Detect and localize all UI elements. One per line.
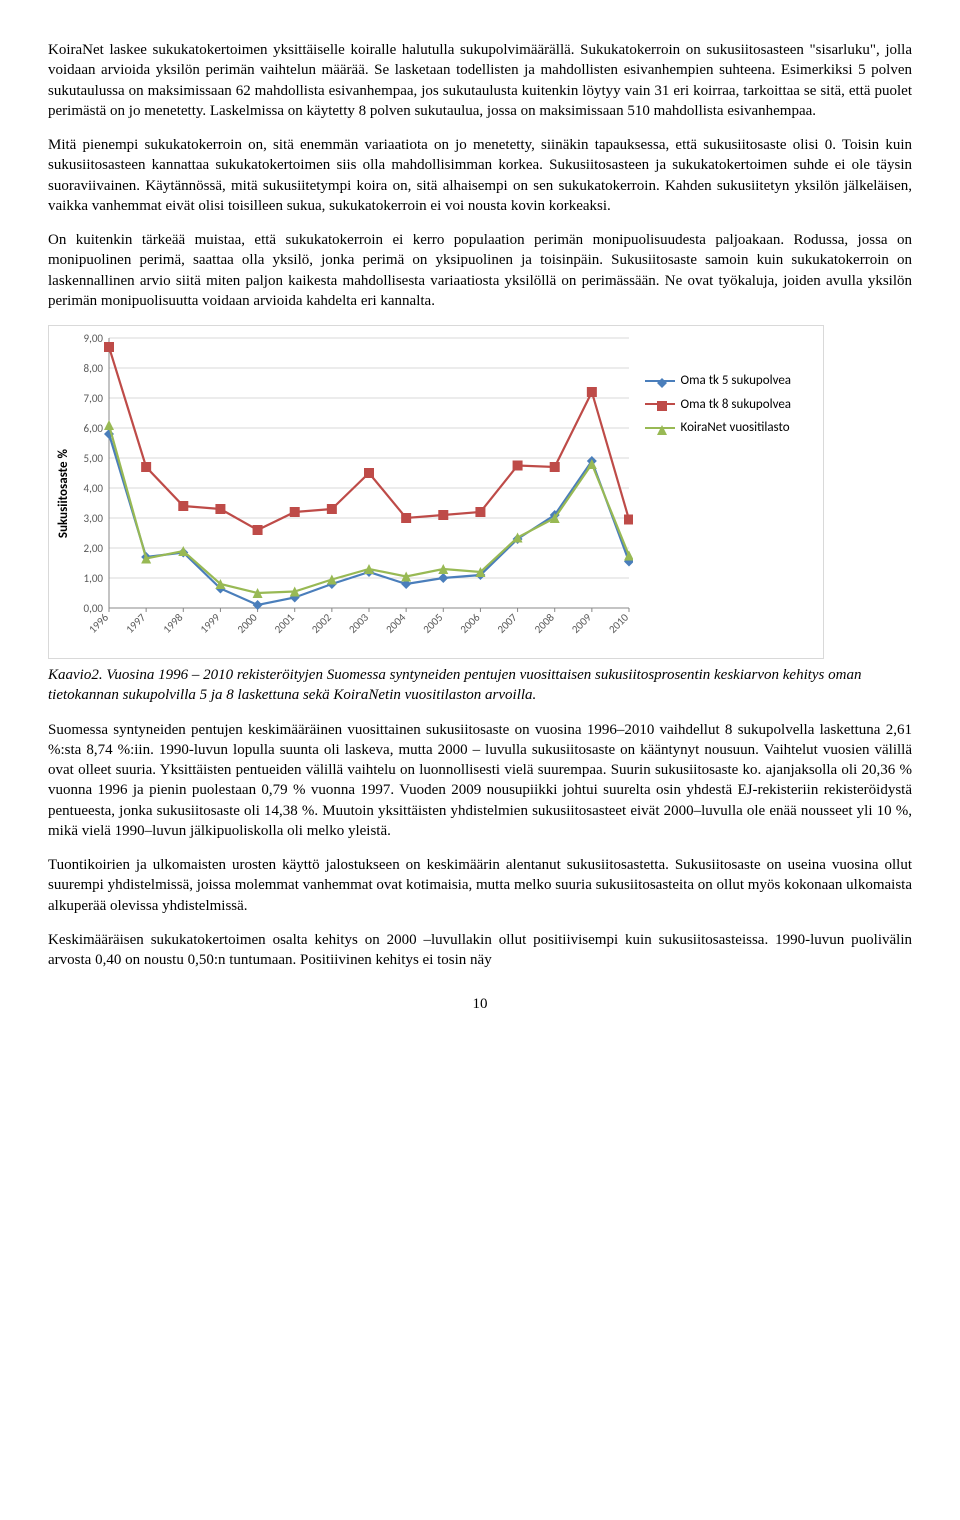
legend-label: KoiraNet vuositilasto [681, 419, 790, 437]
svg-text:6,00: 6,00 [83, 422, 103, 435]
svg-text:2003: 2003 [346, 611, 371, 636]
body-paragraph: Tuontikoirien ja ulkomaisten urosten käy… [48, 855, 912, 916]
svg-text:2000: 2000 [234, 611, 259, 636]
svg-text:7,00: 7,00 [83, 392, 103, 405]
svg-text:2001: 2001 [271, 611, 296, 636]
svg-text:2002: 2002 [309, 611, 334, 636]
chart-container: Sukusiitosaste % 0,001,002,003,004,005,0… [48, 325, 824, 659]
body-paragraph: Keskimääräisen sukukatokertoimen osalta … [48, 930, 912, 971]
svg-text:9,00: 9,00 [83, 332, 103, 345]
svg-text:1999: 1999 [197, 611, 222, 636]
svg-text:1,00: 1,00 [83, 572, 103, 585]
svg-text:2007: 2007 [494, 611, 519, 636]
body-paragraph: KoiraNet laskee sukukatokertoimen yksitt… [48, 40, 912, 121]
svg-text:2006: 2006 [457, 611, 482, 636]
svg-text:2,00: 2,00 [83, 542, 103, 555]
svg-text:2005: 2005 [420, 611, 445, 636]
body-paragraph: Mitä pienempi sukukatokerroin on, sitä e… [48, 135, 912, 216]
svg-text:3,00: 3,00 [83, 512, 103, 525]
line-chart: 0,001,002,003,004,005,006,007,008,009,00… [75, 332, 633, 656]
svg-text:2004: 2004 [383, 611, 408, 636]
svg-text:2008: 2008 [531, 611, 556, 636]
legend-item: KoiraNet vuositilasto [645, 419, 792, 437]
legend-item: Oma tk 8 sukupolvea [645, 396, 792, 414]
svg-text:8,00: 8,00 [83, 362, 103, 375]
page-number: 10 [48, 994, 912, 1014]
svg-text:4,00: 4,00 [83, 482, 103, 495]
legend-item: Oma tk 5 sukupolvea [645, 372, 792, 390]
chart-legend: Oma tk 5 sukupolvea Oma tk 8 sukupolvea Ko… [645, 372, 792, 443]
svg-text:5,00: 5,00 [83, 452, 103, 465]
body-paragraph: On kuitenkin tärkeää muistaa, että sukuk… [48, 230, 912, 311]
legend-label: Oma tk 8 sukupolvea [681, 396, 792, 414]
chart-y-axis-label: Sukusiitosaste % [55, 449, 73, 538]
svg-text:1998: 1998 [160, 611, 185, 636]
svg-text:2009: 2009 [569, 611, 594, 636]
legend-label: Oma tk 5 sukupolvea [681, 372, 792, 390]
chart-caption: Kaavio2. Vuosina 1996 – 2010 rekisteröit… [48, 665, 912, 706]
svg-text:1997: 1997 [123, 611, 148, 636]
body-paragraph: Suomessa syntyneiden pentujen keskimäärä… [48, 720, 912, 842]
svg-text:2010: 2010 [606, 611, 631, 636]
